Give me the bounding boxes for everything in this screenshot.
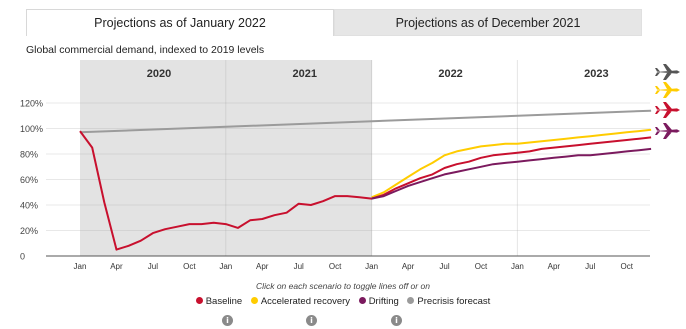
series-line-baseline [79, 130, 652, 251]
x-tick-label: Jan [365, 262, 378, 271]
year-label: 2023 [584, 68, 608, 80]
y-tick-label: 20% [20, 226, 38, 236]
baseline-plane-icon [655, 102, 680, 118]
x-tick-label: Apr [402, 262, 415, 271]
x-tick-label: Apr [110, 262, 123, 271]
drifting-plane-icon-shape [655, 123, 680, 139]
legend-item-drifting[interactable]: Drifting [358, 296, 399, 307]
x-tick-label: Apr [548, 262, 561, 271]
y-tick-label: 80% [20, 150, 38, 160]
series-line-precrisis-forecast [79, 109, 652, 134]
legend-item-precrisis-forecast[interactable]: Precrisis forecast [407, 296, 490, 307]
drifting-plane-icon [655, 123, 680, 139]
x-tick-label: Jul [585, 262, 595, 271]
x-tick-label: Apr [256, 262, 269, 271]
info-icon-drifting[interactable]: i [391, 315, 402, 326]
precrisis-plane-icon [655, 64, 680, 80]
y-tick-label: 100% [20, 124, 43, 134]
chart-subtitle: Global commercial demand, indexed to 201… [26, 44, 265, 56]
legend-label-drifting: Drifting [368, 296, 399, 307]
accelerated-plane-icon [655, 82, 680, 98]
series-line-accelerated-recovery [371, 128, 652, 199]
y-tick-label: 60% [20, 175, 38, 185]
legend: Baseline Accelerated recovery Drifting P… [0, 296, 686, 307]
projection-tabs: Projections as of January 2022 Projectio… [26, 9, 642, 36]
x-tick-label: Jul [439, 262, 449, 271]
tab-december-2021[interactable]: Projections as of December 2021 [334, 9, 642, 36]
y-tick-label: 120% [20, 99, 43, 109]
x-tick-label: Jul [294, 262, 304, 271]
x-tick-label: Oct [475, 262, 488, 271]
baseline-dot [195, 297, 203, 304]
tab-january-2022[interactable]: Projections as of January 2022 [26, 9, 334, 36]
x-tick-label: Jul [148, 262, 158, 271]
legend-label-accelerated-recovery: Accelerated recovery [260, 296, 351, 307]
drifting-dot [358, 297, 366, 304]
info-icon-baseline[interactable]: i [222, 315, 233, 326]
y-tick-label: 0 [20, 252, 25, 262]
x-tick-label: Oct [621, 262, 634, 271]
series-line-drifting [371, 147, 652, 200]
accelerated-recovery-dot [250, 297, 258, 304]
precrisis-plane-icon-shape [655, 64, 680, 80]
x-tick-label: Jan [219, 262, 232, 271]
precrisis-forecast-dot [407, 297, 415, 304]
accelerated-plane-icon-shape [655, 82, 680, 98]
x-tick-label: Oct [329, 262, 342, 271]
legend-item-accelerated-recovery[interactable]: Accelerated recovery [250, 296, 351, 307]
y-tick-label: 40% [20, 201, 38, 211]
x-tick-label: Jan [511, 262, 524, 271]
baseline-plane-icon-shape [655, 102, 680, 118]
legend-label-baseline: Baseline [205, 296, 243, 307]
year-label: 2021 [293, 68, 317, 80]
year-label: 2022 [438, 68, 462, 80]
year-label: 2020 [147, 68, 171, 80]
info-icon-accelerated-recovery[interactable]: i [306, 315, 317, 326]
x-tick-label: Jan [74, 262, 87, 271]
x-tick-label: Oct [183, 262, 196, 271]
toggle-hint: Click on each scenario to toggle lines o… [256, 281, 430, 291]
legend-item-baseline[interactable]: Baseline [195, 296, 243, 307]
legend-label-precrisis-forecast: Precrisis forecast [417, 296, 491, 307]
